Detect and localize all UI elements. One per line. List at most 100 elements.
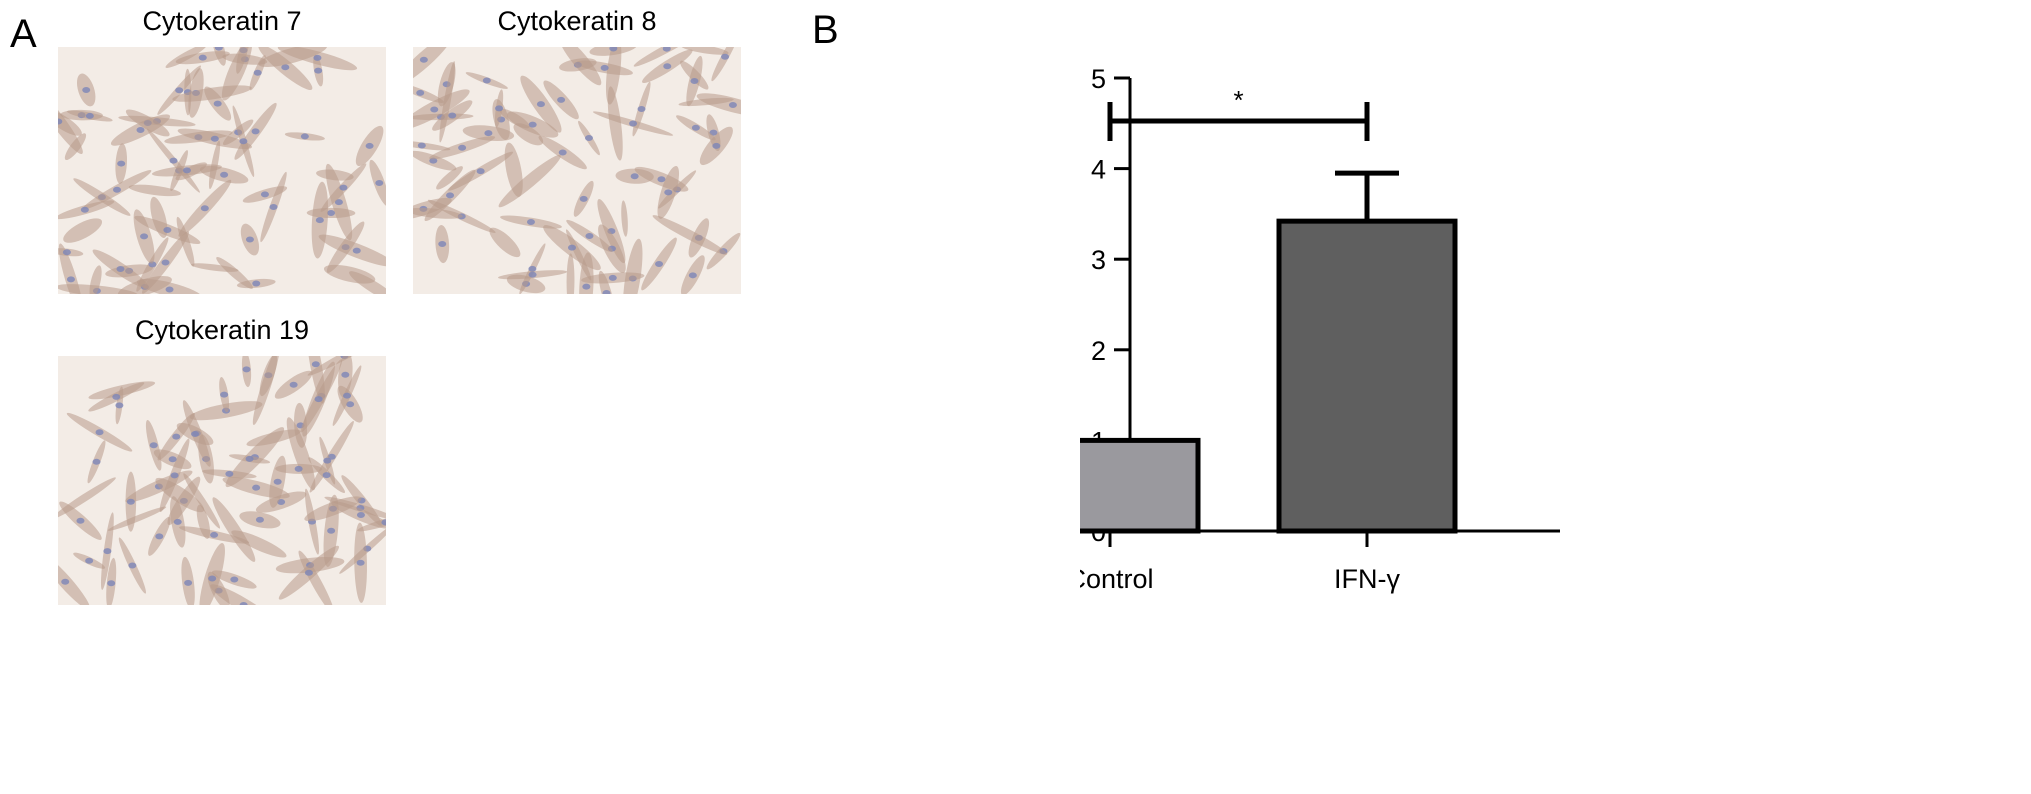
cell-nucleus [662,47,671,52]
micrograph-cytokeratin-19 [58,356,386,605]
cell-nucleus [191,431,200,438]
cell-nucleus [294,465,303,472]
cell-nucleus [239,138,248,145]
cell-nucleus [356,559,365,566]
cell-nucleus [608,274,617,281]
cell-nucleus [721,53,730,60]
cell-nucleus [252,484,261,491]
cell-nucleus [416,89,425,96]
cell-nucleus [225,470,234,477]
cell-nucleus [300,133,309,140]
cell-nucleus [85,557,94,564]
cell-nucleus [58,118,63,125]
cell-nucleus [95,429,104,436]
cell-nucleus [664,189,673,196]
cell-nucleus [630,173,639,180]
cell-nucleus [375,179,384,186]
cell-nucleus [311,361,320,368]
cell-shape [413,207,463,219]
cell-nucleus [165,286,174,293]
cell-nucleus [629,120,638,127]
y-tick-label: 4 [1091,155,1106,185]
cell-nucleus [117,160,126,167]
cell-nucleus [327,209,336,216]
cell-nucleus [170,472,179,479]
cell-nucleus [352,247,361,254]
cell-shape [316,169,354,181]
cell-nucleus [327,453,336,460]
cell-nucleus [281,64,290,71]
cell-nucleus [558,149,567,156]
cell-nucleus [304,569,313,576]
cell-shape [566,253,575,294]
cell-nucleus [484,130,493,137]
cell-nucleus [184,579,193,586]
micrograph-title-ck8: Cytokeratin 8 [497,6,657,36]
cell-nucleus [242,366,251,373]
cell-shape [680,47,729,55]
cell-nucleus [419,56,428,63]
cell-nucleus [528,271,537,278]
cell-shape [196,504,211,539]
cell-nucleus [657,176,666,183]
cell-nucleus [210,135,219,142]
cell-nucleus [128,562,137,569]
cell-nucleus [103,548,112,555]
micrograph-cytokeratin-7 [58,47,386,294]
cell-nucleus [200,205,209,212]
cell-nucleus [116,265,125,272]
cell-nucleus [163,226,172,233]
cell-nucleus [438,241,447,248]
cell-shape [621,200,628,237]
cell-nucleus [314,67,323,74]
x-tick-label: Control [1080,564,1154,594]
micrograph-title-ck7: Cytokeratin 7 [142,6,302,36]
cell-nucleus [173,518,182,525]
cell-nucleus [213,100,222,107]
cell-nucleus [252,280,261,287]
cell-nucleus [115,402,124,409]
cell-nucleus [637,105,646,112]
cell-nucleus [728,101,737,108]
cell-nucleus [66,276,75,283]
cell-nucleus [365,142,374,149]
cell-shape [172,85,252,102]
cell-shape [489,227,521,258]
cell-nucleus [251,128,260,135]
cell-shape [559,47,602,86]
cell-nucleus [80,206,89,213]
cell-nucleus [273,478,282,485]
y-tick-label: 5 [1091,64,1106,94]
cell-nucleus [140,233,149,240]
cell-shape [231,530,287,558]
cell-shape [64,133,87,161]
panel-b-label: B [812,8,839,52]
cell-nucleus [582,283,591,290]
cell-nucleus [609,47,618,52]
cell-nucleus [557,96,566,103]
cell-nucleus [584,135,593,142]
cell-shape [89,265,102,294]
cell-nucleus [458,144,467,151]
cell-nucleus [136,127,145,134]
cell-nucleus [175,87,184,94]
cell-nucleus [528,121,537,128]
y-tick-label: 2 [1091,336,1106,366]
cell-nucleus [334,199,343,206]
cell-nucleus [112,393,121,400]
cell-nucleus [448,112,457,119]
cell-nucleus [315,217,324,224]
cell-nucleus [289,381,298,388]
significance-label: * [1233,85,1243,115]
cell-nucleus [327,527,336,534]
cell-nucleus [61,578,70,585]
cell-nucleus [260,191,269,198]
cell-shape [63,218,103,243]
bar [1276,218,1458,534]
cell-nucleus [168,456,177,463]
cell-nucleus [602,289,611,294]
cell-nucleus [230,576,239,583]
cell-nucleus [356,511,365,518]
cell-shape [183,473,221,529]
cell-shape [212,497,256,562]
